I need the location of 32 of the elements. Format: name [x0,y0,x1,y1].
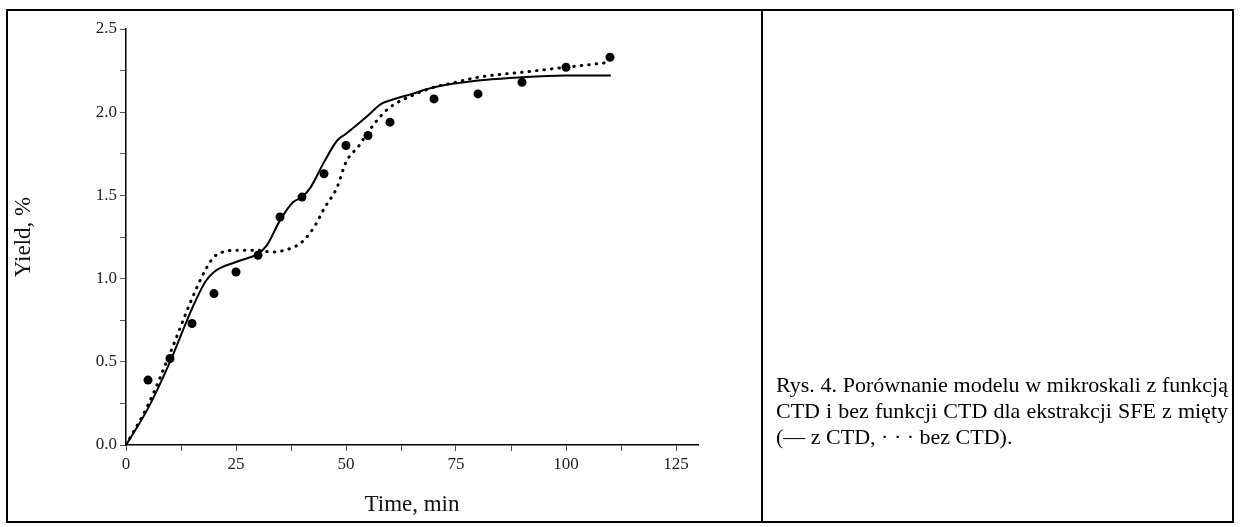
point [561,62,571,72]
point [319,169,329,179]
y-tick-label: 1.0 [95,268,117,288]
point [363,131,373,140]
y-tick-label: 0.5 [95,351,117,371]
point [473,89,483,99]
x-tick-label: 0 [121,453,131,473]
y-tick-label: 2.0 [95,101,117,121]
point [341,140,351,150]
y-axis-title: Yield, % [9,196,35,278]
point [385,117,395,127]
x-tick-label: 125 [663,453,689,473]
point [253,250,263,260]
point [187,319,197,329]
y-tick-label: 1.5 [95,184,117,204]
x-tick-label: 25 [227,453,245,473]
text: Rys. 4. Porównanie modelu w mikroskali z funkcją CTD i bez funkcji CTD dla ekstrakcji SFE z mięty (— z CTD, · · · bez CTD). [776,372,1228,450]
point [209,289,219,299]
point [429,94,439,104]
point [231,267,241,277]
x-tick-label: 50 [337,453,355,473]
y-tick-label: 2.5 [95,18,117,38]
point [297,192,307,202]
x-axis-title: Time, min [364,491,460,517]
point [275,212,285,222]
point [143,375,153,385]
point [605,52,615,62]
point [165,353,175,363]
y-tick-label: 0.0 [95,434,117,454]
x-tick-label: 100 [553,453,579,473]
point [517,77,527,87]
x-tick-label: 75 [447,453,465,473]
